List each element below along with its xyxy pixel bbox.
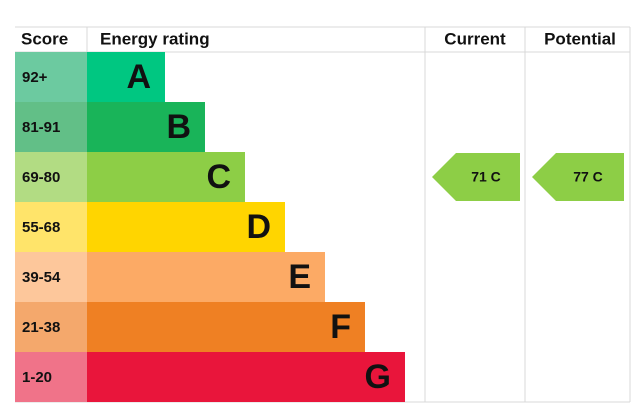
rating-bar	[87, 302, 365, 352]
score-label: 39-54	[22, 269, 61, 286]
score-label: 55-68	[22, 219, 60, 236]
rating-arrow	[532, 153, 624, 201]
rating-arrow	[432, 153, 520, 201]
rating-letter: F	[330, 308, 351, 346]
score-label: 92+	[22, 69, 48, 86]
rating-arrow-label: 77 C	[573, 169, 603, 185]
score-label: 1-20	[22, 369, 52, 386]
score-cell	[15, 302, 87, 352]
score-label: 21-38	[22, 319, 60, 336]
score-cell	[15, 52, 87, 102]
rating-bar	[87, 152, 245, 202]
rating-letter: B	[166, 108, 191, 146]
score-cell	[15, 252, 87, 302]
rating-bar	[87, 202, 285, 252]
rating-bar	[87, 102, 205, 152]
score-cell	[15, 102, 87, 152]
score-label: 81-91	[22, 119, 60, 136]
rating-bar	[87, 252, 325, 302]
rating-bar	[87, 352, 405, 402]
rating-letter: E	[288, 258, 311, 296]
rating-letter: C	[206, 158, 231, 196]
score-label: 69-80	[22, 169, 60, 186]
header-potential: Potential	[544, 29, 616, 48]
score-cell	[15, 352, 87, 402]
score-cell	[15, 152, 87, 202]
rating-letter: D	[246, 208, 271, 246]
rating-letter: G	[365, 358, 391, 396]
header-current: Current	[444, 29, 506, 48]
header-score: Score	[21, 29, 68, 48]
score-cell	[15, 202, 87, 252]
header-rating: Energy rating	[100, 29, 210, 48]
rating-letter: A	[126, 58, 151, 96]
rating-bar	[87, 52, 165, 102]
rating-arrow-label: 71 C	[471, 169, 501, 185]
